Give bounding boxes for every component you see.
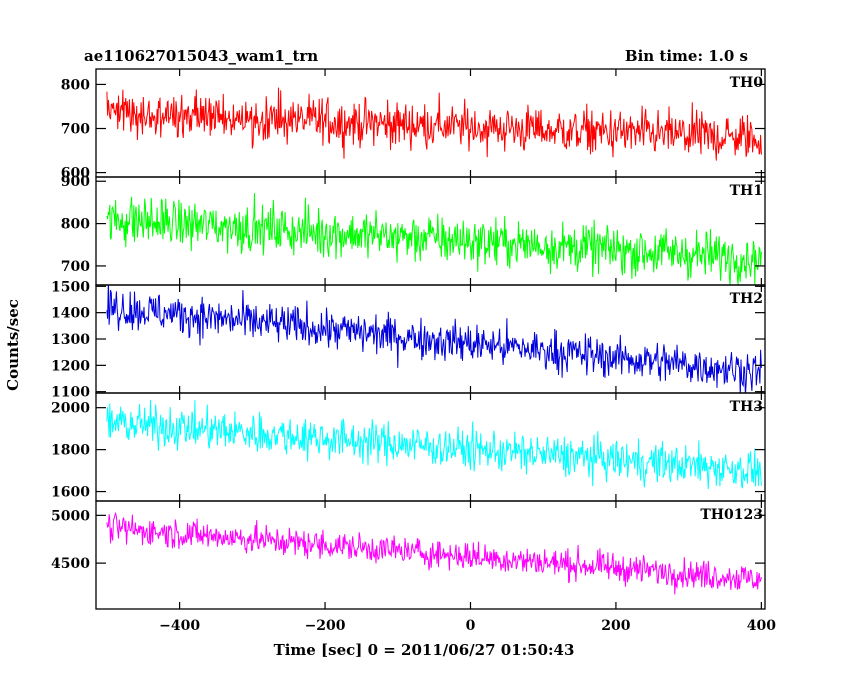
y-tick-label: 1300 <box>51 332 90 348</box>
y-tick-label: 800 <box>61 217 90 233</box>
panel-label: TH0123 <box>700 507 763 523</box>
y-tick-label: 1500 <box>51 279 90 295</box>
series-line-th0 <box>106 87 762 161</box>
y-tick-label: 2000 <box>51 401 90 417</box>
y-axis-label: Counts/sec <box>4 299 22 391</box>
x-tick-label: 0 <box>466 618 476 634</box>
x-tick-label: −200 <box>305 618 346 634</box>
panel-th1: 700 800 900 TH1 <box>61 174 766 286</box>
y-tick-label: 700 <box>61 259 90 275</box>
panel-label: TH0 <box>730 75 764 91</box>
panel-th2: 1100 1200 1300 1400 1500 TH2 <box>51 279 766 401</box>
panel-label: TH1 <box>730 183 763 199</box>
panel-th0: 600 700 800 TH0 <box>61 68 766 182</box>
panel-frame <box>95 284 766 394</box>
y-tick-label: 1200 <box>51 358 90 374</box>
series-line-th1 <box>106 193 762 285</box>
y-tick-label: 900 <box>61 174 90 190</box>
y-tick-label: 600 <box>61 166 90 182</box>
panels-group: 600 700 800 TH0 700 800 900 TH1 1100 1200 1300 1400… <box>51 68 776 634</box>
panel-th3: 1600 1800 2000 TH3 <box>51 392 766 502</box>
y-tick-label: 4500 <box>51 556 90 572</box>
y-tick-label: 1800 <box>51 443 90 459</box>
series-line-th2 <box>106 285 762 393</box>
panel-label: TH2 <box>730 291 763 307</box>
panel-th0123: 4500 5000 TH0123 <box>51 500 766 610</box>
series-line-th3 <box>106 399 762 490</box>
series-line-th0123 <box>106 511 762 595</box>
panel-frame <box>95 500 766 610</box>
y-tick-label: 1600 <box>51 485 90 501</box>
panel-label: TH3 <box>730 399 763 415</box>
chart-title: ae110627015043_wam1_trn <box>84 47 318 65</box>
y-tick-label: 700 <box>61 122 90 138</box>
x-tick-label: 200 <box>601 618 630 634</box>
x-tick-label: 400 <box>747 618 776 634</box>
bin-time-label: Bin time: 1.0 s <box>625 47 748 65</box>
y-tick-label: 1100 <box>51 385 90 401</box>
y-tick-label: 800 <box>61 77 90 93</box>
x-axis-label: Time [sec] 0 = 2011/06/27 01:50:43 <box>274 641 575 659</box>
x-tick-label: −400 <box>159 618 200 634</box>
y-tick-label: 1400 <box>51 306 90 322</box>
y-tick-label: 5000 <box>51 508 90 524</box>
